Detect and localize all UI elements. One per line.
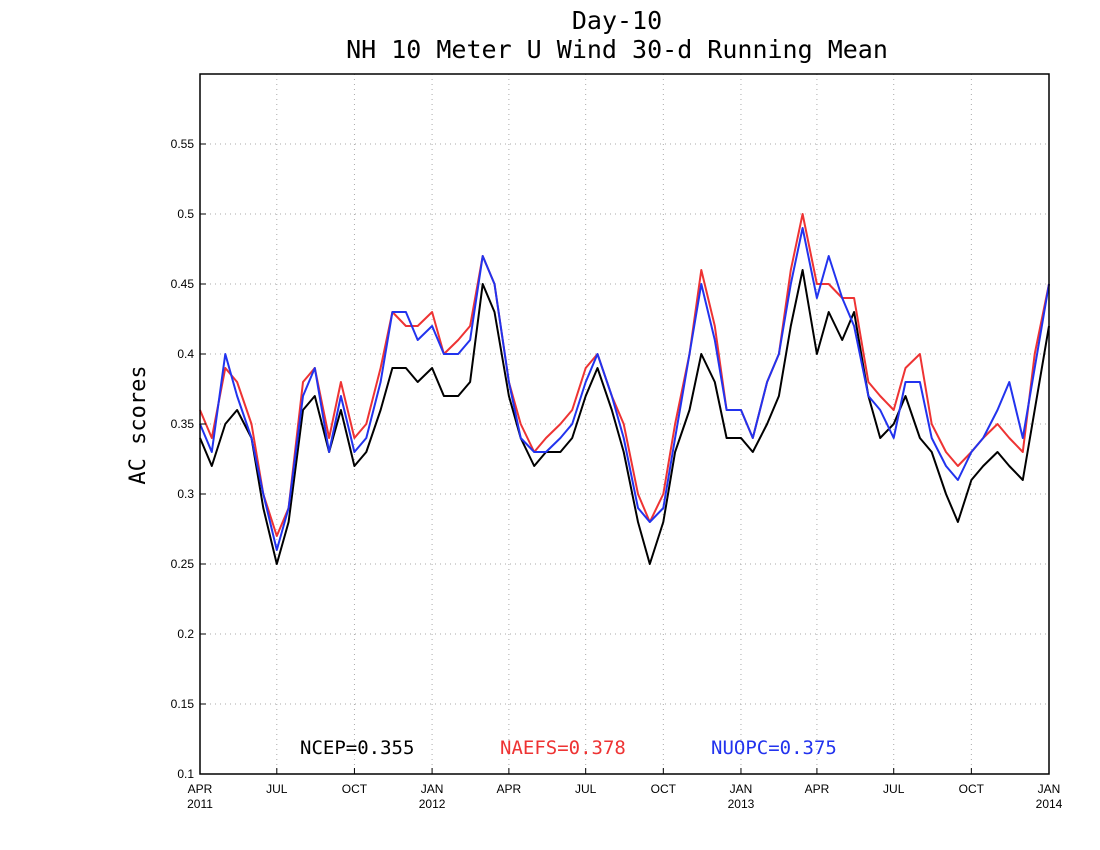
y-tick-label: 0.35 <box>171 417 195 431</box>
y-tick-label: 0.15 <box>171 697 195 711</box>
y-axis-label: AC scores <box>126 365 151 484</box>
y-tick-label: 0.3 <box>177 487 194 501</box>
y-tick-label: 0.5 <box>177 207 194 221</box>
x-tick-label: JAN <box>1038 782 1061 796</box>
y-tick-label: 0.2 <box>177 627 194 641</box>
series-lines <box>199 213 1050 565</box>
x-tick-label: OCT <box>342 782 368 796</box>
x-tick-label: APR <box>805 782 830 796</box>
series-line-naefs <box>199 213 1050 537</box>
series-line-nuopc <box>199 227 1050 551</box>
y-tick-label: 0.45 <box>171 277 195 291</box>
x-tick-label: OCT <box>651 782 677 796</box>
x-tick-label: JAN <box>421 782 444 796</box>
x-tick-label: APR <box>188 782 213 796</box>
x-tick-label: JUL <box>575 782 597 796</box>
y-tick-label: 0.4 <box>177 347 194 361</box>
series-line-ncep <box>199 269 1050 565</box>
y-tick-labels: 0.1 0.15 0.2 0.25 0.3 0.35 0.4 0.45 0.5 0.55 <box>171 137 206 781</box>
x-tick-label: JUL <box>266 782 288 796</box>
y-tick-label: 0.1 <box>177 767 194 781</box>
chart-subtitle: NH 10 Meter U Wind 30-d Running Mean <box>346 35 888 64</box>
x-tick-year-label: 2013 <box>728 797 755 811</box>
legend-ncep: NCEP=0.355 <box>300 737 414 759</box>
y-tick-label: 0.25 <box>171 557 195 571</box>
x-tick-label: JAN <box>730 782 753 796</box>
x-tick-year-label: 2014 <box>1036 797 1063 811</box>
chart-title: Day-10 <box>572 6 662 35</box>
grid <box>200 74 1049 774</box>
x-tick-label: APR <box>497 782 522 796</box>
x-tick-label: JUL <box>883 782 905 796</box>
x-tick-year-label: 2012 <box>419 797 446 811</box>
legend-nuopc: NUOPC=0.375 <box>711 737 837 759</box>
legend: NCEP=0.355 NAEFS=0.378 NUOPC=0.375 <box>300 737 837 759</box>
legend-naefs: NAEFS=0.378 <box>500 737 626 759</box>
x-tick-year-label: 2011 <box>187 797 213 811</box>
y-tick-label: 0.55 <box>171 137 195 151</box>
x-tick-label: OCT <box>959 782 985 796</box>
